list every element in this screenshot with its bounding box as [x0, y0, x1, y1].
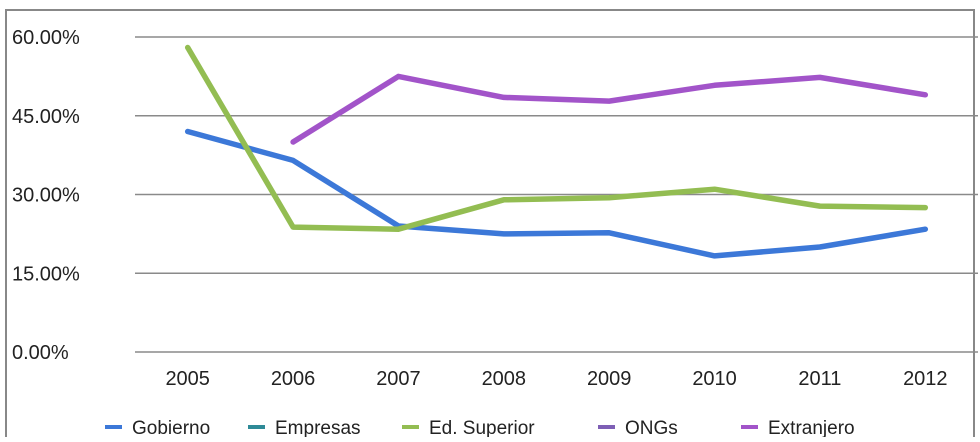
- chart-frame: [5, 9, 975, 442]
- y-tick-label: 15.00%: [12, 263, 80, 285]
- legend-label-ed-superior: Ed. Superior: [429, 418, 535, 437]
- x-tick-label: 2009: [587, 368, 632, 390]
- series-line-ed-superior: [184, 44, 929, 232]
- series-line-gobierno: [184, 128, 929, 259]
- series-line-extranjero: [290, 73, 929, 145]
- series-lines: [184, 44, 929, 259]
- y-tick-label: 0.00%: [12, 342, 69, 364]
- x-tick-label: 2007: [376, 368, 421, 390]
- y-tick-label: 30.00%: [12, 185, 80, 207]
- legend-label-empresas: Empresas: [275, 418, 361, 437]
- x-tick-label: 2010: [692, 368, 737, 390]
- x-axis-tick-labels: 2005 2006 2007 2008 2009 2010 2011 2012: [165, 368, 947, 390]
- x-tick-label: 2011: [798, 368, 841, 390]
- x-tick-label: 2005: [165, 368, 210, 390]
- x-tick-label: 2012: [903, 368, 948, 390]
- legend-label-ongs: ONGs: [625, 418, 678, 437]
- legend-label-extranjero: Extranjero: [768, 418, 855, 437]
- y-tick-label: 45.00%: [12, 106, 80, 128]
- x-tick-label: 2008: [482, 368, 527, 390]
- y-axis-tick-labels: 0.00% 15.00% 30.00% 45.00% 60.00%: [12, 27, 80, 364]
- legend-label-gobierno: Gobierno: [132, 418, 210, 437]
- y-tick-label: 60.00%: [12, 27, 80, 49]
- x-tick-label: 2006: [271, 368, 316, 390]
- legend: Gobierno Empresas Ed. Superior ONGs Extranje…: [105, 418, 855, 439]
